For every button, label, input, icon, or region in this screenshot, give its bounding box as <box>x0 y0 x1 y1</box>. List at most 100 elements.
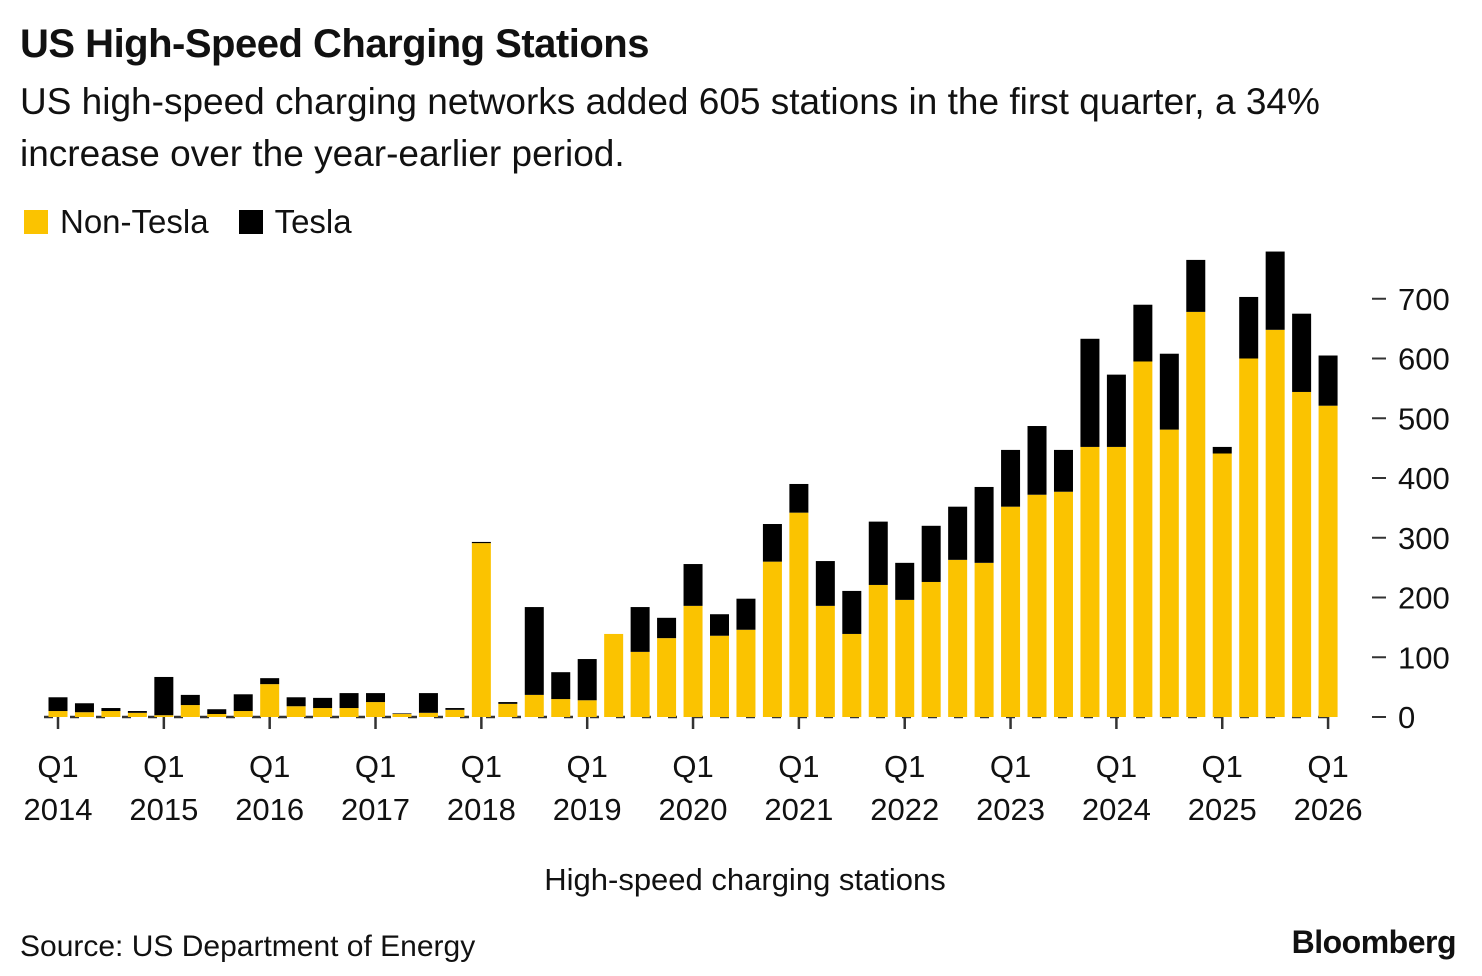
bloomberg-logo: Bloomberg <box>1291 924 1457 960</box>
bar-tesla <box>1027 426 1047 495</box>
bar-tesla <box>1080 338 1100 447</box>
chart-title: US High-Speed Charging Stations <box>20 22 649 66</box>
x-tick-label-quarter: Q1 <box>461 749 502 784</box>
bar-non-tesla <box>1265 329 1285 717</box>
bar-tesla <box>551 672 571 700</box>
y-tick-label: 600 <box>1398 342 1450 377</box>
bar-non-tesla <box>498 703 518 717</box>
bar-tesla <box>154 676 174 716</box>
bar-tesla <box>498 702 518 704</box>
bar-tesla <box>339 693 359 709</box>
bar-non-tesla <box>445 709 465 717</box>
bar-non-tesla <box>524 694 544 717</box>
y-tick-label: 200 <box>1398 581 1450 616</box>
bar-non-tesla <box>868 584 888 717</box>
bar-non-tesla <box>101 711 121 717</box>
legend-label: Tesla <box>274 203 352 240</box>
x-tick-label-year: 2015 <box>129 792 198 827</box>
legend-item-non-tesla: Non-Tesla <box>24 203 209 241</box>
bar-tesla <box>1159 353 1179 430</box>
bar-tesla <box>1106 374 1126 447</box>
source-note: Source: US Department of Energy <box>20 930 476 963</box>
legend-item-tesla: Tesla <box>238 203 352 241</box>
bar-tesla <box>1239 296 1259 359</box>
bar-non-tesla <box>1159 429 1179 717</box>
legend-swatch-non-tesla <box>24 210 48 234</box>
bar-non-tesla <box>1239 358 1259 717</box>
bar-tesla <box>974 486 994 563</box>
bar-non-tesla <box>1292 391 1312 717</box>
bar-non-tesla <box>842 633 862 717</box>
x-tick-label-year: 2019 <box>553 792 622 827</box>
bar-non-tesla <box>736 629 756 717</box>
bar-tesla <box>74 703 94 713</box>
x-tick-label-year: 2022 <box>870 792 939 827</box>
bar-non-tesla <box>207 714 227 717</box>
bar-non-tesla <box>471 543 491 717</box>
bar-non-tesla <box>974 562 994 717</box>
x-tick-label-quarter: Q1 <box>1307 749 1348 784</box>
bar-tesla <box>762 524 782 562</box>
bar-tesla <box>683 564 703 606</box>
y-tick-label: 500 <box>1398 401 1450 436</box>
bar-tesla <box>1001 449 1021 507</box>
y-tick-label: 0 <box>1398 700 1415 735</box>
bar-non-tesla <box>683 605 703 717</box>
bar-tesla <box>127 711 147 713</box>
bar-tesla <box>789 483 809 513</box>
bar-non-tesla <box>657 638 677 717</box>
x-tick-label-quarter: Q1 <box>778 749 819 784</box>
x-tick-label-year: 2021 <box>764 792 833 827</box>
y-tick-label: 100 <box>1398 640 1450 675</box>
x-tick-label-year: 2026 <box>1294 792 1363 827</box>
x-tick-label-year: 2023 <box>976 792 1045 827</box>
bar-non-tesla <box>48 711 68 717</box>
bar-non-tesla <box>551 699 571 717</box>
bar-non-tesla <box>286 706 306 717</box>
bar-non-tesla <box>1212 453 1232 717</box>
bar-tesla <box>895 562 915 600</box>
bar-non-tesla <box>710 635 729 717</box>
y-tick-label: 400 <box>1398 461 1450 496</box>
bar-tesla <box>815 561 835 606</box>
bar-tesla <box>101 708 121 712</box>
bar-tesla <box>286 697 306 707</box>
x-tick-label-quarter: Q1 <box>884 749 925 784</box>
bar-non-tesla <box>604 633 624 717</box>
bar-tesla <box>1133 304 1153 362</box>
bar-tesla <box>736 598 756 630</box>
bar-non-tesla <box>1080 446 1100 717</box>
bar-tesla <box>948 506 968 560</box>
legend-label: Non-Tesla <box>60 203 209 240</box>
bar-non-tesla <box>154 715 174 717</box>
bar-tesla <box>842 590 862 634</box>
bar-tesla <box>1292 313 1312 392</box>
bar-non-tesla <box>1318 405 1338 717</box>
x-axis-label: High-speed charging stations <box>544 862 946 897</box>
chart-subtitle: US high-speed charging networks added 60… <box>20 81 1320 174</box>
bar-non-tesla <box>1106 446 1126 717</box>
bar-tesla <box>577 659 597 701</box>
x-tick-label-year: 2025 <box>1188 792 1257 827</box>
x-tick-label-quarter: Q1 <box>672 749 713 784</box>
bar-tesla <box>657 617 677 639</box>
bar-tesla <box>1212 446 1232 454</box>
x-tick-label-quarter: Q1 <box>143 749 184 784</box>
bar-tesla <box>921 525 941 582</box>
bar-non-tesla <box>1133 361 1153 717</box>
x-tick-label-quarter: Q1 <box>249 749 290 784</box>
y-tick-label: 700 <box>1398 282 1450 317</box>
bar-tesla <box>445 708 465 710</box>
bar-non-tesla <box>630 651 650 717</box>
x-tick-label-quarter: Q1 <box>567 749 608 784</box>
bar-tesla <box>1053 449 1073 492</box>
y-tick-label: 300 <box>1398 521 1450 556</box>
bar-tesla <box>524 607 544 695</box>
bar-tesla <box>1186 259 1206 312</box>
x-tick-label-year: 2016 <box>235 792 304 827</box>
bar-tesla <box>260 678 280 685</box>
x-tick-label-quarter: Q1 <box>1096 749 1137 784</box>
bar-non-tesla <box>418 712 438 717</box>
x-tick-label-quarter: Q1 <box>37 749 78 784</box>
